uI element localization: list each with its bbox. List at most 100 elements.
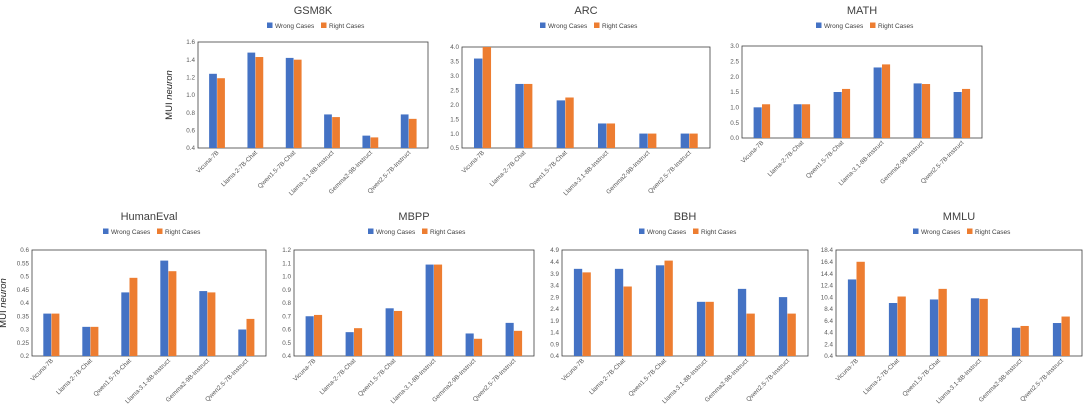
legend-swatch-right: [321, 22, 327, 28]
x-tick-label: Llama-2-7B-Chat: [55, 357, 94, 396]
y-tick-label: 2.9: [550, 294, 559, 301]
legend: Wrong Cases Right Cases: [368, 228, 466, 236]
bar-right: [482, 47, 492, 148]
x-tick-label: Llama-3.1-8B-Instruct: [935, 357, 983, 405]
chart-title: ARC: [574, 5, 597, 17]
bar-right: [938, 288, 947, 356]
plot-frame: [461, 46, 711, 149]
legend: Wrong Cases Right Cases: [639, 228, 737, 236]
legend-swatch-wrong: [267, 22, 273, 28]
y-tick-label: 3.4: [550, 283, 559, 290]
legend-swatch-right: [870, 22, 876, 28]
legend-swatch-right: [422, 228, 428, 234]
y-axis-label: MUI neuron: [0, 278, 9, 328]
bar-right: [856, 261, 865, 356]
x-tick-label: Gemma2-9B-Instruct: [431, 357, 477, 403]
y-tick-label: 4.4: [550, 259, 559, 266]
bar-wrong: [465, 333, 474, 356]
y-tick-label: 0.4: [186, 145, 195, 152]
legend: Wrong Cases Right Cases: [103, 228, 201, 236]
y-tick-label: 1.2: [282, 247, 291, 254]
plot-frame: [31, 249, 267, 357]
y-axis-label-italic: neuron: [164, 70, 175, 100]
chart-title: MMLU: [943, 211, 975, 223]
y-tick-label: 1.0: [450, 131, 459, 138]
x-tick-label: Vicuna-7B: [195, 149, 220, 174]
legend-label: Right Cases: [165, 229, 201, 236]
x-tick-label: Llama-2-7B-Chat: [588, 357, 627, 396]
bar-right: [1020, 325, 1029, 356]
x-tick-label: Llama-2-7B-Chat: [220, 149, 259, 188]
bar-right: [922, 84, 931, 138]
y-tick-label: 1.9: [550, 318, 559, 325]
chart-panel-gsm8k: GSM8K Wrong Cases Right Cases 0.4 0.6 0.8 1.0 1…: [158, 0, 440, 206]
legend-label: Wrong Cases: [376, 229, 416, 236]
y-tick-label: 0.6: [282, 327, 291, 334]
bar-wrong: [285, 57, 294, 148]
bar-wrong: [737, 288, 747, 356]
bar-right: [962, 88, 971, 138]
bar-right: [664, 260, 673, 356]
y-tick-label: 18.4: [821, 247, 834, 254]
legend-swatch-right: [157, 228, 163, 234]
x-tick-label: Vicuna-7B: [292, 357, 317, 382]
y-tick-label: 4.9: [550, 247, 559, 254]
x-tick-label: Gemma2-9B-Instruct: [978, 357, 1024, 403]
bar-wrong: [793, 104, 802, 138]
x-tick-label: Llama-3.1-8B-Instruct: [562, 149, 610, 197]
y-tick-label: 4.0: [450, 44, 459, 51]
legend-swatch-right: [967, 228, 973, 234]
legend-swatch-wrong: [540, 22, 546, 28]
bar-wrong: [680, 133, 690, 148]
x-tick-label: Vicuna-7B: [740, 139, 765, 164]
y-tick-label: 0.6: [186, 128, 195, 135]
y-tick-label: 6.4: [824, 318, 833, 325]
legend-label: Wrong Cases: [824, 23, 864, 30]
x-tick-label: Qwen1.5-7B-Chat: [92, 357, 133, 398]
chart-panel-humaneval: HumanEval Wrong Cases Right Cases 0.2 0.25 0.…: [0, 206, 272, 416]
bar-right: [1061, 316, 1070, 356]
y-tick-label: 3.0: [730, 43, 739, 50]
y-tick-label: 14.4: [821, 271, 834, 278]
bar-right: [565, 97, 574, 148]
bar-right: [689, 133, 698, 148]
y-tick-label: 0.6: [20, 247, 29, 254]
x-tick-label: Llama-3.1-8B-Instruct: [838, 139, 886, 187]
bar-wrong: [400, 114, 409, 148]
y-tick-label: 3.9: [550, 271, 559, 278]
x-tick-label: Gemma2-9B-Instruct: [165, 357, 211, 403]
y-tick-label: 10.4: [821, 294, 834, 301]
y-tick-label: 0.5: [20, 274, 29, 281]
plot-frame: [561, 249, 809, 357]
bar-right: [524, 83, 533, 148]
legend-label: Right Cases: [975, 229, 1011, 236]
legend: Wrong Cases Right Cases: [267, 22, 365, 30]
plot-frame: [741, 45, 983, 139]
y-tick-label: 0.9: [550, 341, 559, 348]
y-tick-label: 2.4: [550, 306, 559, 313]
bar-wrong: [873, 67, 882, 138]
y-tick-label: 0.5: [730, 120, 739, 127]
y-tick-label: 1.5: [450, 116, 459, 123]
legend-label: Wrong Cases: [111, 229, 151, 236]
chart-title: HumanEval: [121, 211, 178, 223]
x-tick-label: Qwen1.5-7B-Chat: [627, 357, 668, 398]
legend-swatch-right: [693, 228, 699, 234]
legend-swatch-wrong: [103, 228, 109, 234]
bar-wrong: [970, 298, 980, 356]
x-tick-label: Qwen2.5-7B-Instruct: [1019, 357, 1065, 403]
bar-right: [514, 330, 523, 356]
y-tick-label: 1.5: [730, 89, 739, 96]
chart-humaneval: HumanEval Wrong Cases Right Cases 0.2 0.25 0.…: [0, 211, 267, 405]
bar-right: [394, 310, 403, 356]
y-tick-label: 0.45: [17, 287, 30, 294]
bar-wrong: [597, 123, 607, 148]
bar-right: [746, 313, 755, 356]
bar-right: [246, 318, 255, 356]
bar-right: [897, 296, 906, 356]
bar-wrong: [833, 92, 842, 138]
y-tick-label: 12.4: [821, 283, 834, 290]
bar-right: [207, 292, 216, 356]
legend-swatch-wrong: [368, 228, 374, 234]
bar-right: [474, 338, 483, 356]
